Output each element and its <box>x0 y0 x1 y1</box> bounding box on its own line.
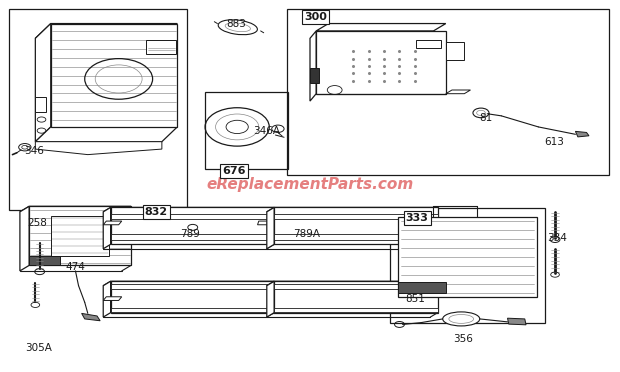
Polygon shape <box>35 127 177 142</box>
Text: 300: 300 <box>304 13 327 22</box>
Polygon shape <box>104 208 274 212</box>
Polygon shape <box>51 23 177 127</box>
Polygon shape <box>35 23 177 38</box>
Bar <box>390 208 544 323</box>
Text: 851: 851 <box>405 294 425 304</box>
Text: 258: 258 <box>27 218 47 228</box>
Bar <box>205 92 288 169</box>
Polygon shape <box>110 284 274 289</box>
Polygon shape <box>35 23 51 142</box>
Text: 474: 474 <box>66 262 86 272</box>
Ellipse shape <box>218 20 257 35</box>
Text: eReplacementParts.com: eReplacementParts.com <box>206 177 414 192</box>
Polygon shape <box>267 208 274 249</box>
Text: 613: 613 <box>544 137 564 147</box>
Polygon shape <box>274 308 438 311</box>
Polygon shape <box>446 42 464 61</box>
Polygon shape <box>110 214 274 219</box>
Polygon shape <box>146 40 176 54</box>
Polygon shape <box>316 23 446 31</box>
Polygon shape <box>110 281 274 312</box>
Polygon shape <box>285 297 298 304</box>
Polygon shape <box>274 284 438 289</box>
Polygon shape <box>274 234 438 240</box>
Text: 789: 789 <box>180 229 200 239</box>
Ellipse shape <box>225 23 250 32</box>
Polygon shape <box>110 208 274 244</box>
Polygon shape <box>267 281 438 286</box>
Bar <box>286 9 609 175</box>
Polygon shape <box>310 31 316 101</box>
Text: 346A: 346A <box>254 126 280 136</box>
Polygon shape <box>104 281 110 317</box>
Polygon shape <box>110 308 274 311</box>
Polygon shape <box>267 281 274 317</box>
Polygon shape <box>316 31 446 94</box>
Polygon shape <box>35 97 46 112</box>
Text: 676: 676 <box>223 166 246 176</box>
Polygon shape <box>398 282 446 293</box>
Polygon shape <box>51 215 109 256</box>
Polygon shape <box>267 208 438 212</box>
Polygon shape <box>398 217 537 297</box>
Text: 356: 356 <box>453 334 473 344</box>
Bar <box>9 9 187 210</box>
Polygon shape <box>416 40 441 48</box>
Polygon shape <box>274 208 438 244</box>
Polygon shape <box>29 206 131 265</box>
Polygon shape <box>274 214 438 219</box>
Polygon shape <box>20 206 131 212</box>
Text: 346: 346 <box>24 146 44 156</box>
Ellipse shape <box>443 312 480 326</box>
Polygon shape <box>310 68 319 83</box>
Polygon shape <box>104 297 122 301</box>
Polygon shape <box>82 313 100 321</box>
Text: 789A: 789A <box>293 229 321 239</box>
Text: 305A: 305A <box>25 343 52 353</box>
Polygon shape <box>274 281 438 312</box>
Polygon shape <box>450 225 463 231</box>
Polygon shape <box>104 281 274 286</box>
Polygon shape <box>575 131 589 137</box>
Text: 334: 334 <box>547 233 567 243</box>
Polygon shape <box>257 221 274 225</box>
Polygon shape <box>104 208 110 249</box>
Polygon shape <box>104 221 122 225</box>
Polygon shape <box>110 234 274 240</box>
Polygon shape <box>29 256 60 265</box>
Text: 832: 832 <box>144 207 167 217</box>
Text: 883: 883 <box>226 19 246 29</box>
Text: 333: 333 <box>405 212 428 222</box>
Polygon shape <box>508 318 526 325</box>
Polygon shape <box>446 90 471 94</box>
Polygon shape <box>20 206 29 271</box>
Text: 81: 81 <box>479 113 492 123</box>
Ellipse shape <box>449 314 474 323</box>
Polygon shape <box>35 142 162 155</box>
